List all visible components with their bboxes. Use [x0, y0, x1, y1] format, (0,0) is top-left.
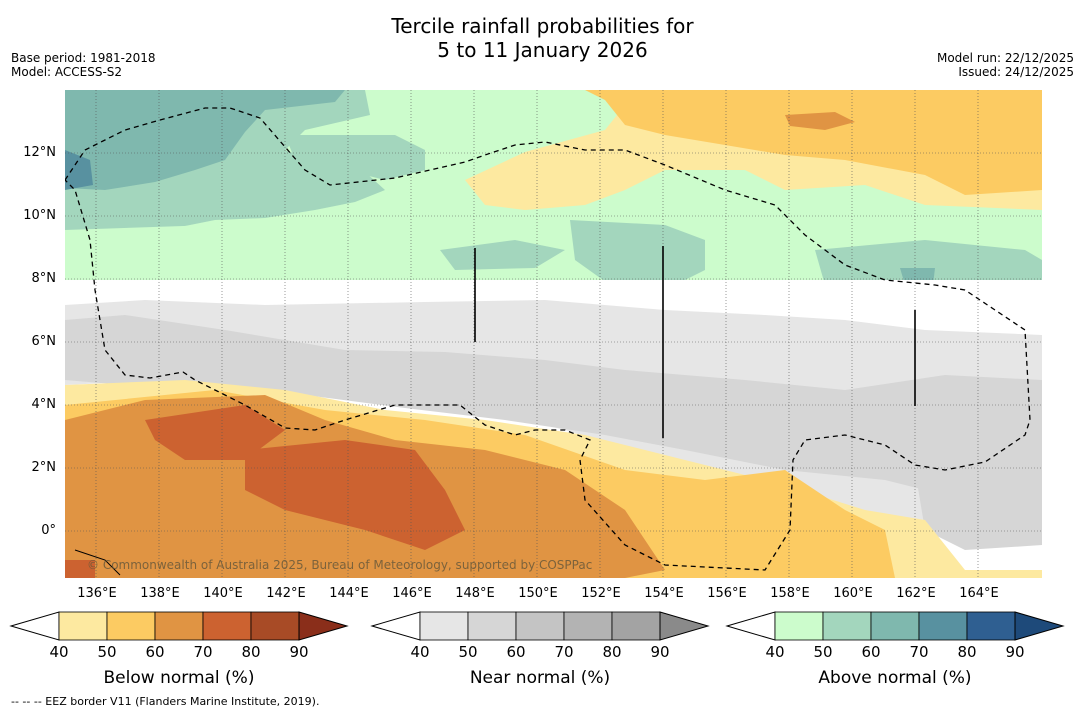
- colorbar-above-lower-extend: [725, 611, 776, 641]
- colorbar-above-segment: [774, 611, 824, 641]
- colorbar-near-segment: [563, 611, 613, 641]
- above60-blob-1: [440, 240, 565, 270]
- colorbar-above-segment: [966, 611, 1016, 641]
- above50-band: [65, 200, 1042, 280]
- lat-label-6n: 6°N: [31, 334, 57, 349]
- lat-label-0: 0°: [41, 523, 56, 538]
- lon-label-140e: 140°E: [203, 586, 243, 601]
- below80-blob-2: [245, 440, 465, 550]
- graticule: [65, 90, 1042, 578]
- near50-se: [915, 460, 1042, 550]
- lat-label-10n: 10°N: [23, 208, 56, 223]
- lon-label-162e: 162°E: [896, 586, 936, 601]
- below60-south-east: [705, 470, 895, 578]
- colorbar-below-tick: 40: [49, 643, 69, 661]
- map-svg: [65, 90, 1042, 578]
- colorbar-near-segment: [467, 611, 517, 641]
- map-panel: [65, 90, 1042, 578]
- lon-label-164e: 164°E: [959, 586, 999, 601]
- colorbar-near-tick: 80: [602, 643, 622, 661]
- model-run: Model run: 22/12/2025: [936, 51, 1074, 65]
- colorbar-near-tick: 60: [506, 643, 526, 661]
- colorbar-title-near: Near normal (%): [469, 668, 611, 688]
- colorbar-below-tick: 70: [193, 643, 213, 661]
- chart-title: Tercile rainfall probabilities for 5 to …: [0, 14, 1085, 62]
- lat-label-2n: 2°N: [31, 460, 57, 475]
- lon-label-144e: 144°E: [329, 586, 369, 601]
- lat-label-8n: 8°N: [31, 271, 57, 286]
- colorbar-below-segment: [154, 611, 204, 641]
- colorbar-near-tick: 90: [650, 643, 670, 661]
- colorbar-below-segment: [106, 611, 156, 641]
- colorbar-near-upper-extend: [659, 611, 710, 641]
- colorbar-below-upper-extend: [298, 611, 349, 641]
- lon-label-150e: 150°E: [518, 586, 558, 601]
- eez-footnote: -- -- -- EEZ border V11 (Flanders Marine…: [11, 695, 320, 708]
- colorbar-below-tick: 50: [97, 643, 117, 661]
- colorbar-below-tick: 60: [145, 643, 165, 661]
- colorbar-below-tick: 80: [241, 643, 261, 661]
- colorbar-near-lower-extend: [370, 611, 421, 641]
- lon-label-156e: 156°E: [707, 586, 747, 601]
- lon-label-146e: 146°E: [392, 586, 432, 601]
- colorbar-above-tick: 80: [957, 643, 977, 661]
- colorbar-title-above: Above normal (%): [818, 668, 972, 688]
- above60-center-north: [285, 135, 425, 180]
- lon-label-158e: 158°E: [770, 586, 810, 601]
- colorbar-below-segment: [58, 611, 108, 641]
- colorbar-above-tick: 90: [1005, 643, 1025, 661]
- model-name: Model: ACCESS-S2: [11, 65, 123, 79]
- below80-blob-3: [65, 560, 95, 578]
- title-line-2: 5 to 11 January 2026: [437, 38, 648, 62]
- colorbar-below-segment: [250, 611, 300, 641]
- colorbar-title-below: Below normal (%): [103, 668, 255, 688]
- base-period: Base period: 1981-2018: [11, 51, 156, 65]
- colorbar-below-segment: [202, 611, 252, 641]
- lon-label-154e: 154°E: [644, 586, 684, 601]
- title-line-1: Tercile rainfall probabilities for: [391, 14, 694, 38]
- colorbar-above-tick: 70: [909, 643, 929, 661]
- colorbar-near-tick: 50: [458, 643, 478, 661]
- colorbar-above-segment: [918, 611, 968, 641]
- eez-border: [65, 107, 1031, 571]
- lon-label-160e: 160°E: [833, 586, 873, 601]
- colorbar-above-upper-extend: [1014, 611, 1065, 641]
- colorbar-near-segment: [419, 611, 469, 641]
- lon-label-152e: 152°E: [581, 586, 621, 601]
- colorbars-svg: [9, 611, 1065, 641]
- lon-label-148e: 148°E: [455, 586, 495, 601]
- copyright-notice: © Commonwealth of Australia 2025, Bureau…: [87, 558, 593, 572]
- issued-date: Issued: 24/12/2025: [958, 65, 1074, 79]
- lat-label-4n: 4°N: [31, 397, 57, 412]
- colorbar-above-tick: 60: [861, 643, 881, 661]
- colorbar-near-tick: 70: [554, 643, 574, 661]
- colorbar-above-tick: 50: [813, 643, 833, 661]
- lon-label-138e: 138°E: [140, 586, 180, 601]
- coastline-png: [74, 549, 121, 576]
- below70-ne: [785, 112, 855, 130]
- above80-nw: [65, 150, 93, 190]
- colorbar-near-segment: [515, 611, 565, 641]
- colorbar-below-lower-extend: [9, 611, 60, 641]
- colorbar-above-tick: 40: [765, 643, 785, 661]
- colorbar-above-segment: [870, 611, 920, 641]
- lon-label-136e: 136°E: [77, 586, 117, 601]
- colorbar-below-tick: 90: [289, 643, 309, 661]
- lat-label-12n: 12°N: [23, 145, 56, 160]
- above70-nw: [65, 90, 345, 190]
- near50-zone: [65, 315, 1042, 500]
- colorbar-near-tick: 40: [410, 643, 430, 661]
- lon-label-142e: 142°E: [266, 586, 306, 601]
- meta-right: Model run: 22/12/2025 Issued: 24/12/2025: [937, 51, 1074, 79]
- above60-blob-2: [570, 220, 705, 290]
- colorbar-near-segment: [611, 611, 661, 641]
- below60-ne: [585, 90, 1042, 195]
- meta-left: Base period: 1981-2018 Model: ACCESS-S2: [11, 51, 156, 79]
- below80-blob-1: [145, 405, 285, 460]
- colorbar-above-segment: [822, 611, 872, 641]
